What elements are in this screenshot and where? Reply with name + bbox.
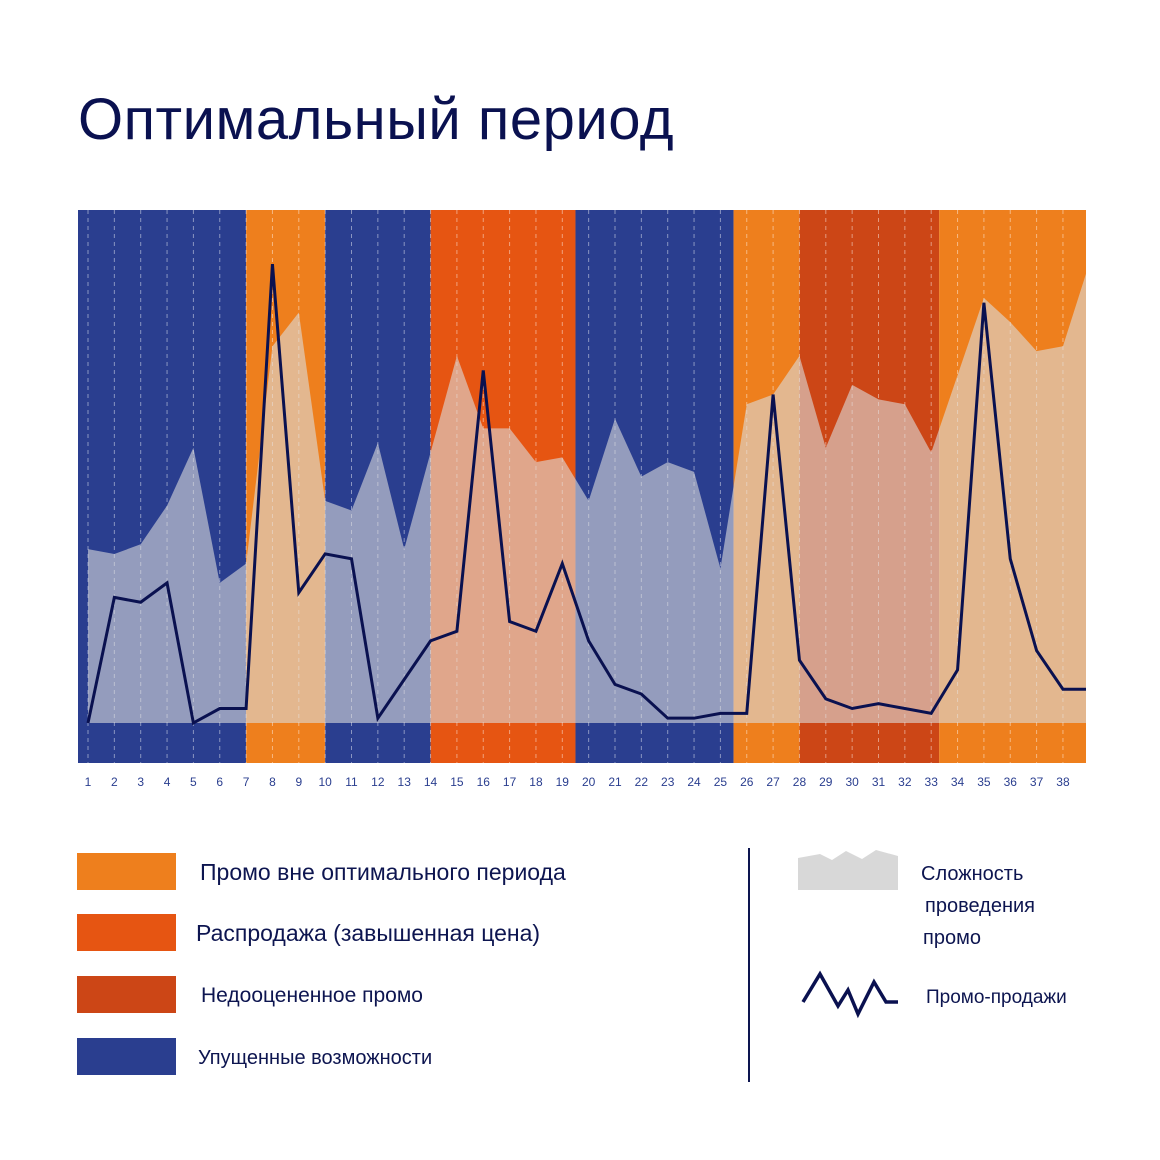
chart: 1 2 3 4 5 6 7 8 9 10 11 12 13 14 15 16 17 18 19 20 21 22 23 24 2… <box>78 210 1086 789</box>
x-tick-label-20: 20 <box>582 775 596 789</box>
page-title: Оптимальный период <box>78 87 675 152</box>
legend-label-promo-outside: Промо вне оптимального периода <box>200 859 566 885</box>
x-tick-label-33: 33 <box>925 775 939 789</box>
x-tick-label-8: 8 <box>269 775 276 789</box>
legend-label-complexity-3: промо <box>923 927 981 949</box>
x-tick-label-19: 19 <box>556 775 570 789</box>
x-tick-label-28: 28 <box>793 775 807 789</box>
x-tick-labels: 1 2 3 4 5 6 7 8 9 10 11 12 13 14 15 16 17 18 19 20 21 22 23 24 2… <box>85 775 1070 789</box>
legend-swatch-promo-outside <box>77 853 176 890</box>
x-tick-label-12: 12 <box>371 775 385 789</box>
x-tick-label-15: 15 <box>450 775 464 789</box>
legend-swatch-sale <box>77 914 176 951</box>
legend-sales-line-icon <box>801 970 898 1019</box>
legend-label-sales: Промо-продажи <box>926 987 1067 1008</box>
x-tick-label-29: 29 <box>819 775 833 789</box>
x-tick-label-26: 26 <box>740 775 754 789</box>
x-tick-label-10: 10 <box>318 775 332 789</box>
x-tick-label-16: 16 <box>477 775 491 789</box>
x-tick-label-31: 31 <box>872 775 886 789</box>
x-tick-label-35: 35 <box>977 775 991 789</box>
legend-label-complexity-1: Сложность <box>921 863 1024 885</box>
x-tick-label-13: 13 <box>398 775 412 789</box>
x-tick-label-18: 18 <box>529 775 543 789</box>
x-tick-label-4: 4 <box>164 775 171 789</box>
x-tick-label-24: 24 <box>687 775 701 789</box>
promo-sales-line-layer <box>86 264 1086 726</box>
x-tick-label-6: 6 <box>216 775 223 789</box>
x-tick-label-2: 2 <box>111 775 118 789</box>
legend-label-complexity-2: проведения <box>925 895 1035 917</box>
complexity-area-layer <box>88 273 1086 723</box>
x-tick-label-21: 21 <box>608 775 622 789</box>
x-tick-label-25: 25 <box>714 775 728 789</box>
complexity-area <box>88 273 1086 723</box>
legend-label-undervalued: Недооцененное промо <box>201 984 423 1007</box>
x-tick-label-17: 17 <box>503 775 517 789</box>
x-tick-label-3: 3 <box>137 775 144 789</box>
x-tick-label-32: 32 <box>898 775 912 789</box>
x-tick-label-5: 5 <box>190 775 197 789</box>
x-tick-label-23: 23 <box>661 775 675 789</box>
x-tick-label-34: 34 <box>951 775 965 789</box>
x-tick-label-1: 1 <box>85 775 92 789</box>
x-tick-label-7: 7 <box>243 775 250 789</box>
legend-label-sale: Распродажа (завышенная цена) <box>196 920 541 946</box>
x-tick-label-22: 22 <box>635 775 649 789</box>
x-tick-label-36: 36 <box>1004 775 1018 789</box>
x-tick-label-27: 27 <box>766 775 780 789</box>
legend-divider <box>748 848 750 1082</box>
x-tick-label-30: 30 <box>845 775 859 789</box>
x-tick-label-9: 9 <box>295 775 302 789</box>
x-tick-label-38: 38 <box>1056 775 1070 789</box>
legend-swatch-missed <box>77 1038 176 1075</box>
x-tick-label-14: 14 <box>424 775 438 789</box>
x-tick-label-37: 37 <box>1030 775 1044 789</box>
x-tick-label-11: 11 <box>345 775 358 789</box>
legend-complexity-swatch <box>798 850 898 890</box>
legend-label-missed: Упущенные возможности <box>198 1047 433 1069</box>
legend-swatch-undervalued <box>77 976 176 1013</box>
